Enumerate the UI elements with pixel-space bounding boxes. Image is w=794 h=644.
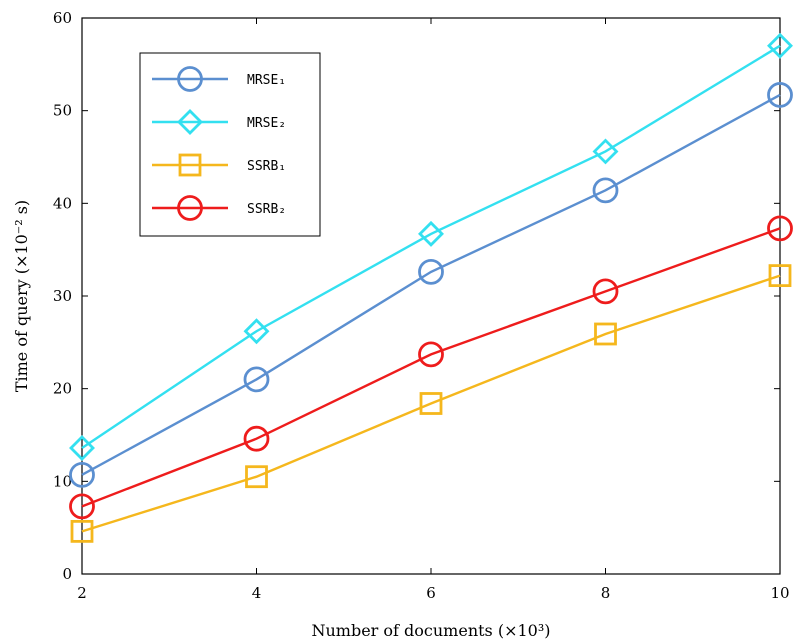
legend-entry: SSRB₂ [152, 195, 286, 221]
legend: MRSE₁ MRSE₂ SSRB₁ SSRB₂ [139, 52, 321, 237]
data-point [245, 465, 268, 489]
series-1 [69, 82, 793, 488]
series-line [81, 274, 781, 533]
legend-label: MRSE₁ [247, 73, 286, 88]
legend-label: SSRB₁ [247, 159, 286, 174]
x-tick-label: 10 [770, 584, 789, 602]
x-tick-label: 6 [426, 584, 436, 602]
series-line [81, 44, 781, 449]
y-tick-label: 30 [53, 287, 72, 305]
series-line [81, 227, 781, 508]
series-3 [70, 264, 792, 543]
plot-axes: 2 4 6 8 10 0 10 20 30 40 50 60 [53, 9, 790, 602]
x-tick-label: 2 [77, 584, 87, 602]
legend-label: MRSE₂ [247, 116, 286, 131]
data-point [69, 461, 95, 488]
y-tick-label: 0 [62, 565, 72, 583]
data-point [243, 425, 270, 452]
x-tick-label: 4 [252, 584, 262, 602]
legend-entry: MRSE₂ [152, 109, 286, 135]
series-2 [69, 32, 793, 461]
data-point [69, 493, 95, 520]
series-group [69, 32, 793, 543]
y-axis-label: Time of query (×10⁻² s) [12, 200, 31, 392]
legend-marker [177, 66, 203, 92]
data-point [243, 366, 270, 393]
series-4 [69, 215, 793, 520]
data-point [767, 32, 793, 59]
data-point [592, 177, 619, 204]
data-point [418, 259, 444, 285]
y-tick-label: 10 [53, 472, 72, 490]
legend-marker [178, 153, 202, 177]
data-point [767, 82, 793, 108]
y-tick-label: 50 [53, 102, 72, 120]
legend-marker [177, 109, 203, 135]
data-point [767, 215, 793, 242]
legend-entry: SSRB₁ [152, 153, 286, 177]
x-tick-label: 8 [601, 584, 611, 602]
y-tick-label: 60 [53, 9, 72, 27]
legend-entry: MRSE₁ [152, 66, 286, 92]
data-point [594, 322, 617, 346]
data-point [69, 434, 95, 461]
legend-box [139, 52, 321, 237]
series-line [81, 93, 781, 476]
data-point [418, 341, 444, 368]
data-point [243, 318, 270, 345]
legend-marker [177, 195, 203, 221]
data-point [418, 220, 444, 247]
data-point [70, 519, 94, 543]
y-tick-label: 20 [53, 380, 72, 398]
data-point [768, 264, 792, 288]
data-point [592, 278, 619, 305]
data-point [419, 392, 443, 415]
legend-label: SSRB₂ [247, 202, 286, 217]
data-point [592, 138, 619, 165]
x-axis-label: Number of documents (×10³) [311, 621, 550, 640]
y-tick-label: 40 [53, 194, 72, 212]
